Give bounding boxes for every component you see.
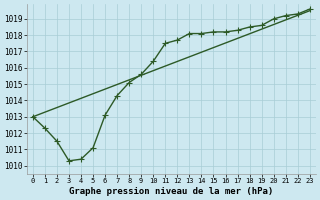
X-axis label: Graphe pression niveau de la mer (hPa): Graphe pression niveau de la mer (hPa): [69, 187, 274, 196]
